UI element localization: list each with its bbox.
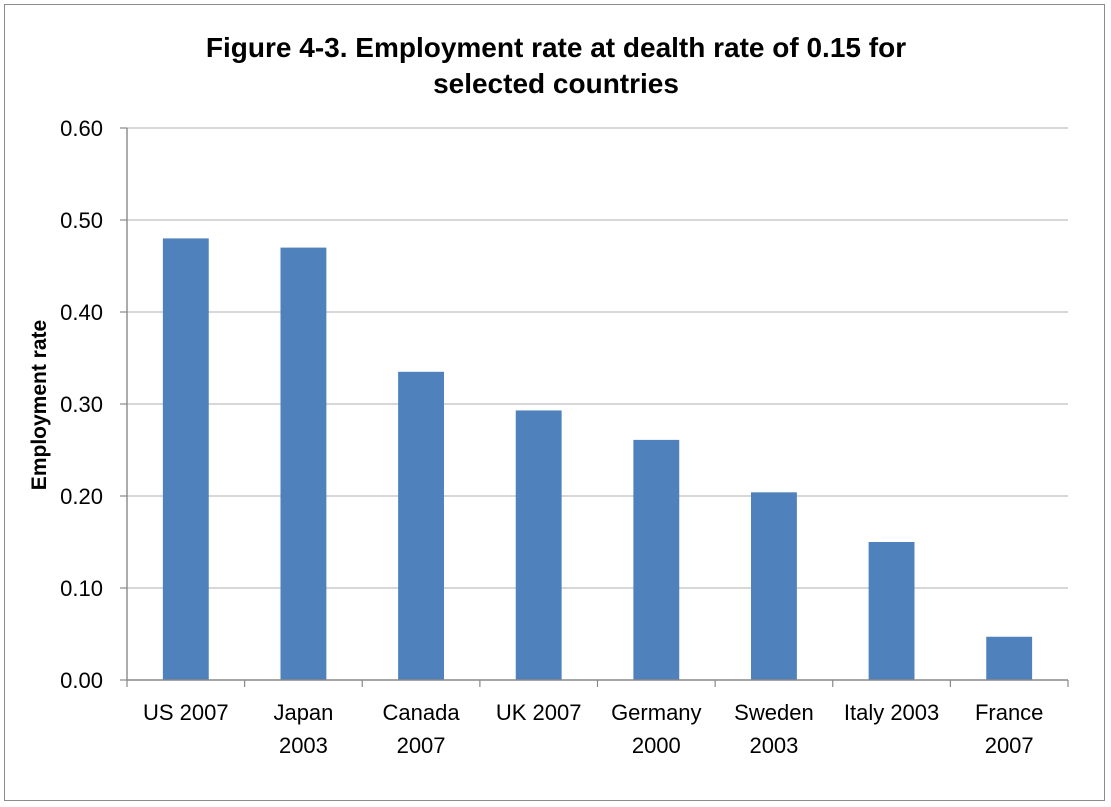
x-tick-label: Italy 2003 xyxy=(844,700,939,725)
x-tick-label: Germany xyxy=(611,700,701,725)
y-tick-label: 0.40 xyxy=(60,300,103,325)
gridlines xyxy=(127,127,1068,589)
y-tick-label: 0.30 xyxy=(60,392,103,417)
y-tick-labels: 0.00 0.10 0.20 0.30 0.40 0.50 0.60 xyxy=(60,116,127,693)
x-tick-label: 2007 xyxy=(985,733,1034,758)
x-tick-label: Sweden xyxy=(734,700,814,725)
y-tick-label: 0.00 xyxy=(60,668,103,693)
x-tick-label: US 2007 xyxy=(143,700,229,725)
x-tick-label: UK 2007 xyxy=(496,700,582,725)
bar xyxy=(751,492,797,680)
x-tick-label: 2003 xyxy=(279,733,328,758)
bars xyxy=(162,238,1033,680)
bar xyxy=(986,636,1033,680)
x-tick-label: Canada xyxy=(383,700,461,725)
x-tick-label: France xyxy=(975,700,1043,725)
x-tick-label: 2007 xyxy=(397,733,446,758)
x-tick-label: 2003 xyxy=(749,733,798,758)
chart-title-line-1: Figure 4-3. Employment rate at dealth ra… xyxy=(206,32,906,63)
y-tick-label: 0.20 xyxy=(60,484,103,509)
bar xyxy=(280,247,327,680)
y-tick-label: 0.60 xyxy=(60,116,103,141)
y-tick-label: 0.10 xyxy=(60,576,103,601)
y-axis-label: Employment rate xyxy=(28,320,51,490)
chart-title-line-2: selected countries xyxy=(433,68,679,99)
x-tick-label: 2000 xyxy=(632,733,681,758)
bar xyxy=(868,542,915,680)
bar xyxy=(515,410,562,680)
bar xyxy=(633,439,680,680)
y-tick-label: 0.50 xyxy=(60,208,103,233)
bar xyxy=(398,371,444,680)
x-tick-labels: US 2007 Japan 2003 Canada 2007 UK 2007 Germany… xyxy=(126,680,1069,758)
bar xyxy=(162,238,209,680)
x-tick-label: Japan xyxy=(273,700,333,725)
